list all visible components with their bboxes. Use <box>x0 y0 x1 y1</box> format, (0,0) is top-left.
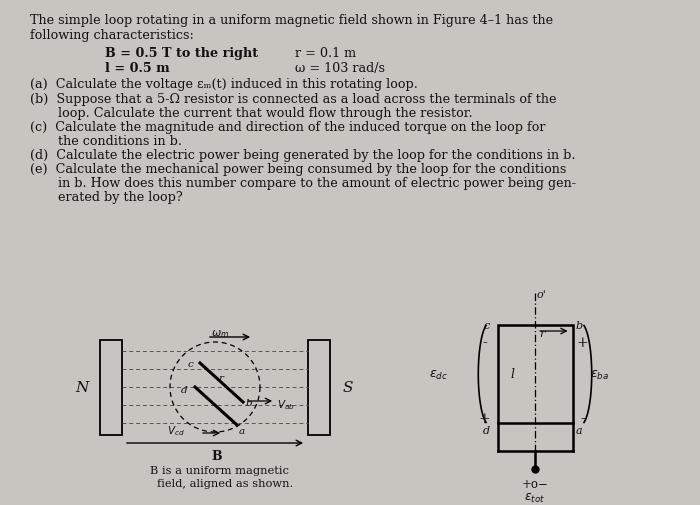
Text: a: a <box>575 425 582 435</box>
Text: loop. Calculate the current that would flow through the resistor.: loop. Calculate the current that would f… <box>30 107 472 120</box>
Text: a: a <box>239 426 245 435</box>
Text: $\varepsilon_{tot}$: $\varepsilon_{tot}$ <box>524 491 545 504</box>
Text: -: - <box>580 411 585 425</box>
Text: -: - <box>482 335 487 349</box>
Text: The simple loop rotating in a uniform magnetic field shown in Figure 4–1 has the: The simple loop rotating in a uniform ma… <box>30 14 553 27</box>
Bar <box>100 340 122 435</box>
Text: in b. How does this number compare to the amount of electric power being gen-: in b. How does this number compare to th… <box>30 177 576 189</box>
Text: B: B <box>211 449 223 462</box>
Text: $V_{cd}$: $V_{cd}$ <box>167 423 185 437</box>
Text: d: d <box>181 385 188 394</box>
Text: (a)  Calculate the voltage εₘ(t) induced in this rotating loop.: (a) Calculate the voltage εₘ(t) induced … <box>30 78 418 91</box>
Text: field, aligned as shown.: field, aligned as shown. <box>157 478 293 488</box>
Bar <box>308 340 330 435</box>
Text: l: l <box>510 368 514 381</box>
Text: o': o' <box>537 289 547 299</box>
Text: B = 0.5 T to the right: B = 0.5 T to the right <box>105 47 258 60</box>
Text: (c)  Calculate the magnitude and direction of the induced torque on the loop for: (c) Calculate the magnitude and directio… <box>30 121 545 134</box>
Text: following characteristics:: following characteristics: <box>30 29 194 42</box>
Text: c: c <box>483 320 489 330</box>
Text: $V_{ab}$: $V_{ab}$ <box>277 397 295 411</box>
Text: l = 0.5 m: l = 0.5 m <box>105 62 169 75</box>
Text: $\varepsilon_{dc}$: $\varepsilon_{dc}$ <box>428 368 447 381</box>
Text: +: + <box>577 335 588 349</box>
Text: b: b <box>575 320 582 330</box>
Text: B is a uniform magnetic: B is a uniform magnetic <box>150 465 289 475</box>
Text: $\varepsilon_{ba}$: $\varepsilon_{ba}$ <box>591 368 610 381</box>
Text: S: S <box>343 380 354 394</box>
Text: ω = 103 rad/s: ω = 103 rad/s <box>295 62 385 75</box>
Text: erated by the loop?: erated by the loop? <box>30 190 183 204</box>
Text: b: b <box>246 398 253 407</box>
Text: +o−: +o− <box>522 477 548 490</box>
Text: r: r <box>539 328 545 338</box>
Text: c: c <box>188 359 194 368</box>
Text: +: + <box>479 411 490 425</box>
Text: r: r <box>218 373 223 382</box>
Text: the conditions in b.: the conditions in b. <box>30 135 182 147</box>
Text: d: d <box>482 425 489 435</box>
Text: r = 0.1 m: r = 0.1 m <box>295 47 356 60</box>
Text: N: N <box>76 380 89 394</box>
Text: (e)  Calculate the mechanical power being consumed by the loop for the condition: (e) Calculate the mechanical power being… <box>30 163 566 176</box>
Text: $\omega_m$: $\omega_m$ <box>211 327 230 339</box>
Text: (b)  Suppose that a 5-Ω resistor is connected as a load across the terminals of : (b) Suppose that a 5-Ω resistor is conne… <box>30 93 556 106</box>
Bar <box>498 325 573 423</box>
Text: (d)  Calculate the electric power being generated by the loop for the conditions: (d) Calculate the electric power being g… <box>30 148 575 162</box>
